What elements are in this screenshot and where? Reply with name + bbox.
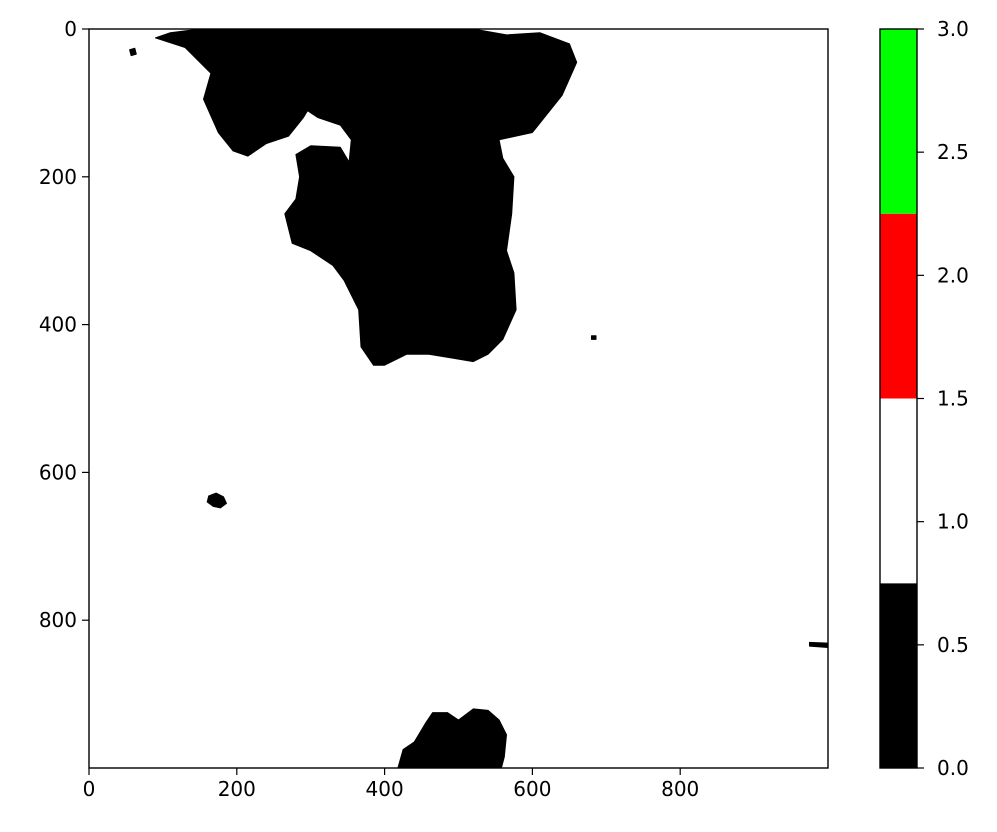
colorbar-segment (880, 213, 917, 399)
region-small-patch-left (206, 492, 227, 509)
colorbar-segments (880, 29, 917, 768)
region-right-edge-speck (809, 641, 828, 648)
colorbar-tick-label: 3.0 (937, 17, 969, 41)
region-large-connected-region (155, 29, 578, 366)
x-tick-label: 600 (513, 777, 551, 801)
y-tick-label: 600 (39, 460, 77, 484)
colorbar-tick-label: 0.0 (937, 756, 969, 780)
colorbar-tick-label: 1.0 (937, 510, 969, 534)
plot-frame (88, 28, 829, 769)
x-tick-label: 800 (661, 777, 699, 801)
y-tick-label: 200 (39, 165, 77, 189)
heatmap-regions (129, 29, 828, 768)
colorbar-tick-label: 2.0 (937, 263, 969, 287)
colorbar: 0.0 0.5 1.0 1.5 2.0 2.5 3.0 (879, 17, 969, 780)
colorbar-tick-label: 2.5 (937, 140, 969, 164)
y-tick-label: 800 (39, 608, 77, 632)
x-tick-label: 0 (83, 777, 96, 801)
colorbar-tick-label: 1.5 (937, 387, 969, 411)
y-axis: 0 200 400 600 800 (39, 17, 89, 632)
x-tick-label: 400 (366, 777, 404, 801)
region-top-left-speck (129, 47, 137, 57)
colorbar-segment (880, 29, 917, 214)
colorbar-axis: 0.0 0.5 1.0 1.5 2.0 2.5 3.0 (917, 17, 969, 780)
colorbar-segment (880, 398, 917, 584)
x-tick-label: 200 (218, 777, 256, 801)
y-tick-label: 0 (64, 17, 77, 41)
main-plot: 0 200 400 600 800 0 200 400 600 800 (39, 17, 829, 801)
y-tick-label: 400 (39, 313, 77, 337)
colorbar-tick-label: 0.5 (937, 633, 969, 657)
region-bottom-island (397, 708, 507, 768)
colorbar-segment (880, 583, 917, 768)
x-axis: 0 200 400 600 800 (83, 768, 699, 801)
region-edge-speck-1 (591, 335, 597, 340)
